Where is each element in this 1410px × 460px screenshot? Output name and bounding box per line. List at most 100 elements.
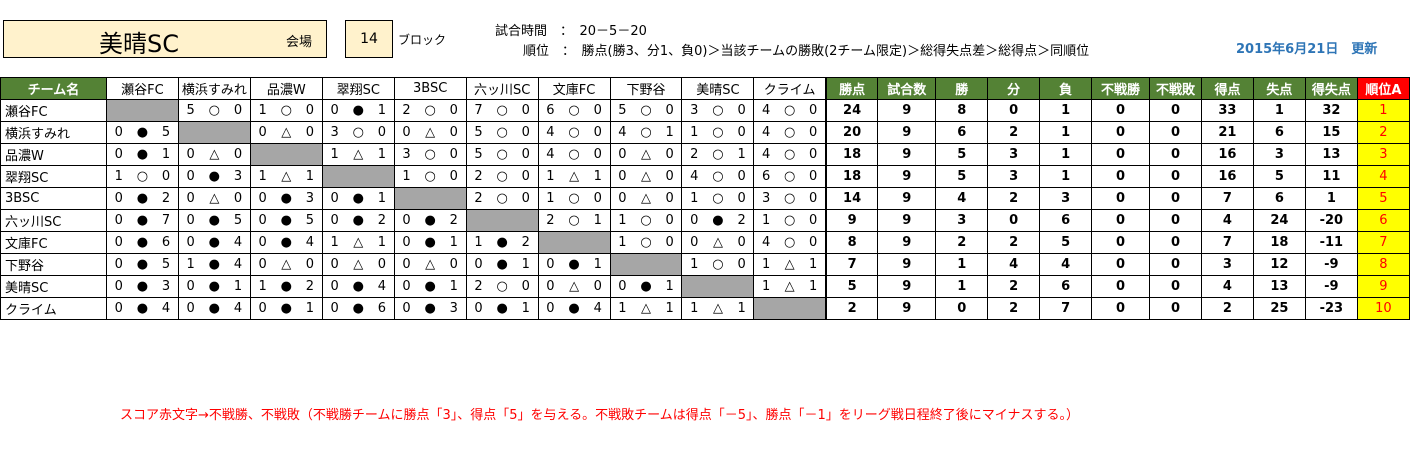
score-for: 1 <box>474 235 483 250</box>
self-match-cell <box>681 275 755 298</box>
result-mark: ● <box>208 279 220 294</box>
score-for: 1 <box>330 147 339 162</box>
score-for: 1 <box>402 169 411 184</box>
stat-games-cell: 9 <box>877 209 937 232</box>
opponent-header: 品濃W <box>249 77 323 100</box>
stat-forfeit-wins-cell: 0 <box>1091 121 1150 144</box>
stat-losses-cell: 4 <box>1039 253 1093 276</box>
stat-forfeit-wins-cell: 0 <box>1091 275 1150 298</box>
score-against: 3 <box>233 169 243 184</box>
result-cell: 0 ● 2 <box>105 187 179 210</box>
team-name-cell: 下野谷 <box>0 253 107 276</box>
score-against: 4 <box>233 301 243 316</box>
score-for: 0 <box>618 191 627 206</box>
score-for: 1 <box>690 125 699 140</box>
stat-header-losses: 負 <box>1039 77 1093 100</box>
result-cell: 0 ● 4 <box>321 275 395 298</box>
result-mark: ● <box>136 213 149 228</box>
stat-forfeit-losses-cell: 0 <box>1149 231 1202 254</box>
result-mark: △ <box>641 147 651 162</box>
stat-goals-for-cell: 16 <box>1200 165 1254 188</box>
stat-losses-cell: 3 <box>1039 187 1093 210</box>
score-against: 7 <box>161 213 171 228</box>
score-against: 1 <box>665 125 674 140</box>
score-for: 5 <box>474 125 483 140</box>
score-against: 0 <box>593 147 602 162</box>
result-cell: 0 △ 0 <box>681 231 755 254</box>
stat-goals-for-cell: 33 <box>1200 99 1254 122</box>
score-against: 0 <box>521 147 530 162</box>
result-cell: 1 △ 1 <box>249 165 323 188</box>
score-against: 0 <box>665 191 674 206</box>
result-mark: ○ <box>712 257 724 272</box>
opponent-header: 文庫FC <box>537 77 611 100</box>
result-cell: 0 ● 6 <box>105 231 179 254</box>
score-against: 1 <box>521 301 530 316</box>
score-for: 0 <box>186 235 195 250</box>
table-row: 文庫FC 0 ● 6 0 ● 4 0 ● 4 1 △ 1 0 ● 1 1 ● 2 1 ○ 0 0 △ 0 4 ○ 0 8 9 2 2 5 0 0 7 1… <box>0 231 1410 254</box>
result-mark: △ <box>281 169 292 184</box>
result-cell: 5 ○ 0 <box>177 99 251 122</box>
result-mark: ● <box>424 279 436 294</box>
score-against: 0 <box>593 103 602 118</box>
table-row: 翠翔SC 1 ○ 0 0 ● 3 1 △ 1 1 ○ 0 2 ○ 0 1 △ 1 0 △ 0 4 ○ 0 6 ○ 0 18 9 5 3 1 0 0 1… <box>0 165 1410 188</box>
score-against: 1 <box>593 257 602 272</box>
score-against: 3 <box>305 191 315 206</box>
forfeit-note: スコア赤文字→不戦勝、不戦敗（不戦勝チームに勝点「3」、得点「5」を与える。不戦… <box>120 408 1080 423</box>
stat-goal-diff-cell: 13 <box>1304 143 1358 166</box>
result-cell: 5 ○ 0 <box>465 121 539 144</box>
score-for: 4 <box>690 169 699 184</box>
result-mark: ● <box>280 191 292 206</box>
stat-losses-cell: 1 <box>1039 165 1093 188</box>
stat-header-wins: 勝 <box>935 77 989 100</box>
result-cell: 0 ● 1 <box>177 275 251 298</box>
result-mark: ○ <box>424 169 436 184</box>
score-against: 2 <box>305 279 315 294</box>
stat-points-cell: 18 <box>824 143 879 166</box>
result-mark: ● <box>136 147 149 162</box>
result-mark: ○ <box>712 169 724 184</box>
table-row: 美晴SC 0 ● 3 0 ● 1 1 ● 2 0 ● 4 0 ● 1 2 ○ 0 0 △ 0 0 ● 1 1 △ 1 5 9 1 2 6 0 0 4 1… <box>0 275 1410 298</box>
score-against: 1 <box>377 147 387 162</box>
result-mark: ○ <box>496 191 508 206</box>
score-against: 0 <box>449 169 458 184</box>
result-mark: ● <box>568 301 580 316</box>
result-cell: 0 ● 2 <box>681 209 755 232</box>
stat-losses-cell: 5 <box>1039 231 1093 254</box>
score-against: 3 <box>449 301 458 316</box>
result-cell: 0 ● 5 <box>105 253 179 276</box>
stat-rank-cell: 5 <box>1356 187 1410 210</box>
result-cell: 0 ● 4 <box>537 297 611 320</box>
result-mark: △ <box>784 257 795 272</box>
stat-forfeit-losses-cell: 0 <box>1149 121 1202 144</box>
result-mark: ● <box>208 169 220 184</box>
stat-header-forfeit-losses: 不戦敗 <box>1149 77 1202 100</box>
score-for: 0 <box>258 125 267 140</box>
result-cell: 0 ● 1 <box>537 253 611 276</box>
result-cell: 0 ● 1 <box>105 143 179 166</box>
stat-goal-diff-cell: -11 <box>1304 231 1358 254</box>
score-against: 0 <box>305 257 315 272</box>
score-against: 4 <box>377 279 387 294</box>
stat-points-cell: 14 <box>824 187 879 210</box>
score-against: 1 <box>377 191 387 206</box>
stat-header-points: 勝点 <box>824 77 879 100</box>
score-against: 0 <box>233 103 243 118</box>
stat-losses-cell: 6 <box>1039 209 1093 232</box>
score-for: 0 <box>258 301 267 316</box>
stat-losses-cell: 7 <box>1039 297 1093 320</box>
stat-points-cell: 2 <box>824 297 879 320</box>
score-for: 0 <box>402 235 411 250</box>
result-mark: ○ <box>352 125 364 140</box>
score-for: 0 <box>546 301 555 316</box>
result-cell: 6 ○ 0 <box>537 99 611 122</box>
score-for: 0 <box>114 125 123 140</box>
stat-draws-cell: 2 <box>987 275 1041 298</box>
result-cell: 0 ● 3 <box>249 187 323 210</box>
team-name-cell: 品濃W <box>0 143 107 166</box>
score-against: 1 <box>521 257 530 272</box>
result-cell: 3 ○ 0 <box>321 121 395 144</box>
result-cell: 4 ○ 0 <box>681 165 755 188</box>
score-against: 1 <box>305 301 315 316</box>
result-cell: 1 ○ 0 <box>681 187 755 210</box>
